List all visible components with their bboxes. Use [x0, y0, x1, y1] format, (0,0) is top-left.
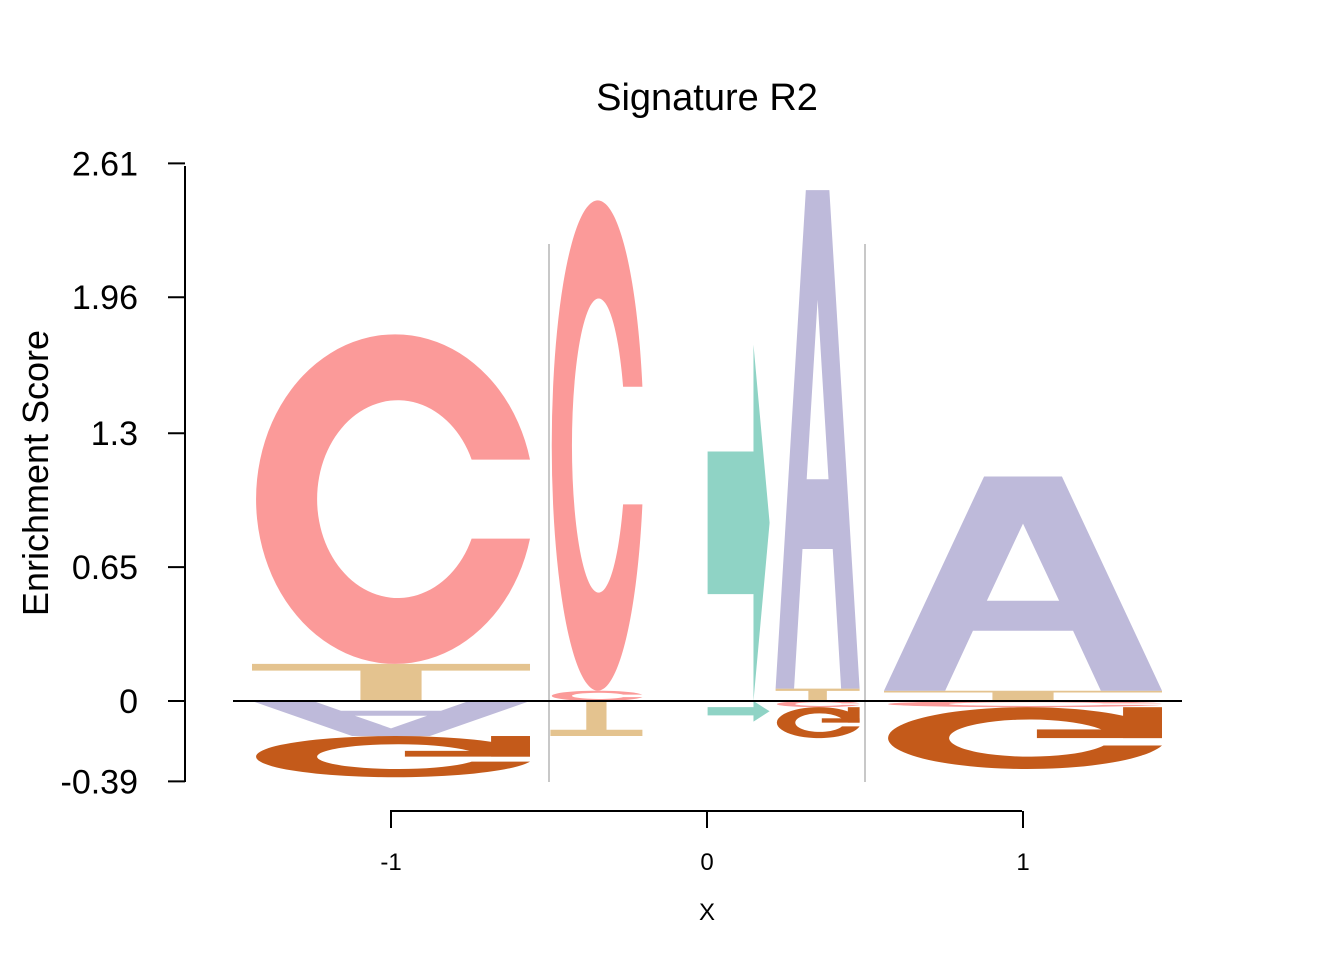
logo-letter-g — [888, 707, 1162, 769]
y-axis-label: Enrichment Score — [15, 330, 56, 616]
x-tick-label: -1 — [380, 849, 401, 876]
logo-letter-c — [256, 334, 530, 664]
logo-letter-t — [884, 690, 1162, 701]
logo-letter-mutation — [707, 701, 770, 722]
logo-letter-c — [776, 701, 860, 708]
chart-title: Signature R2 — [596, 77, 818, 119]
logo-letter-mutation — [707, 344, 770, 701]
x-tick-label: 0 — [700, 849, 713, 876]
logo-letter-a — [884, 476, 1162, 691]
y-tick-label: 1.96 — [72, 279, 138, 317]
x-axis-label: X — [699, 899, 715, 926]
logo-letter-c — [551, 690, 643, 701]
logo-letter-c — [888, 701, 1162, 708]
y-tick-label: 0.65 — [72, 549, 138, 587]
y-tick-label: 1.3 — [91, 415, 138, 453]
logo-letter-g — [776, 707, 860, 739]
logo-letter-g — [256, 736, 530, 778]
y-axis: 2.61 1.96 1.3 0.65 0 -0.39 — [61, 145, 186, 801]
logo-marks — [252, 190, 1162, 778]
y-tick-label: -0.39 — [61, 763, 139, 801]
logo-letter-t — [775, 688, 860, 701]
logo-letter-a — [252, 701, 530, 737]
logo-letter-t — [550, 701, 643, 737]
logo-letter-a — [775, 190, 860, 689]
logo-letter-c — [551, 200, 643, 691]
x-axis: -1 0 1 — [380, 810, 1030, 876]
x-tick-label: 1 — [1016, 849, 1029, 876]
logo-letter-t — [252, 663, 530, 701]
y-tick-label: 0 — [119, 683, 138, 721]
y-tick-label: 2.61 — [72, 145, 138, 183]
